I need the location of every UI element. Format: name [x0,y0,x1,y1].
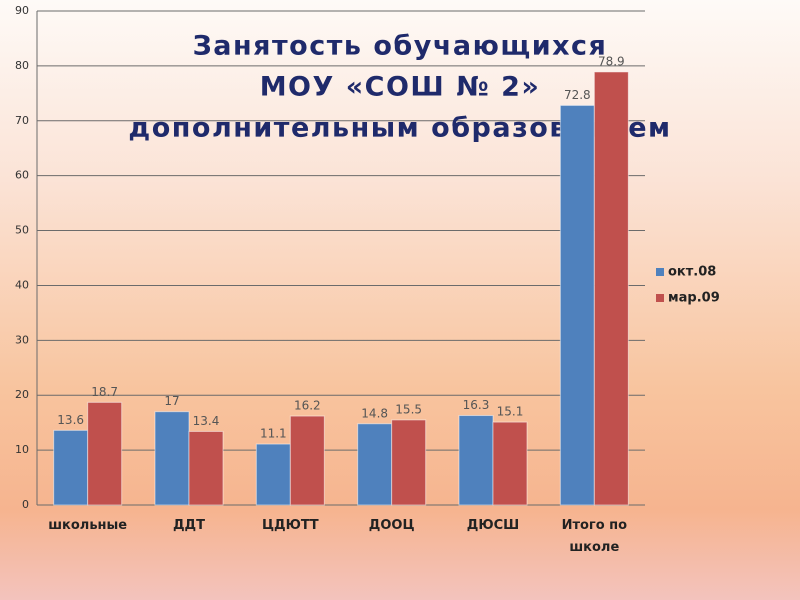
data-label: 16.2 [294,399,321,413]
bar [188,430,224,506]
bar [357,423,393,506]
legend-swatch [656,268,664,276]
chart-title: МОУ «СОШ № 2» [260,72,541,103]
x-tick-label: ДДТ [172,518,205,533]
y-tick-label: 80 [15,59,29,72]
bar [53,429,89,506]
x-tick-label: ДООЦ [368,518,415,533]
y-tick-label: 70 [15,114,29,127]
y-tick-label: 0 [22,498,29,511]
bar [559,104,595,506]
data-label: 17 [164,394,179,408]
y-tick-label: 50 [15,224,29,237]
data-label: 78.9 [598,54,625,68]
x-tick-label: школьные [48,518,128,533]
y-tick-label: 20 [15,388,29,401]
data-label: 13.6 [57,413,84,427]
data-label: 15.1 [497,405,524,419]
y-tick-label: 30 [15,333,29,346]
y-tick-label: 90 [15,4,29,17]
bar [492,421,528,506]
legend-label: мар.09 [668,291,720,306]
bar [289,415,325,506]
data-label: 13.4 [193,414,220,428]
data-label: 15.5 [395,402,422,416]
bar [154,411,190,506]
x-tick-label: Итого по школе [561,518,628,555]
y-tick-label: 60 [15,169,29,182]
bar [255,443,291,506]
legend-swatch [656,294,664,302]
data-label: 16.3 [463,398,490,412]
bar [87,401,123,506]
legend-label: окт.08 [668,265,716,280]
data-label: 11.1 [260,427,287,441]
x-tick-label: ЦДЮТТ [262,518,319,533]
x-tick-label: ДЮСШ [466,518,520,533]
bar [391,419,427,506]
data-label: 14.8 [361,406,388,420]
data-label: 72.8 [564,88,591,102]
bar [458,415,494,506]
bar [593,71,629,506]
y-tick-label: 10 [15,443,29,456]
chart-title: Занятость обучающихся [193,31,608,62]
y-tick-label: 40 [15,278,29,291]
data-label: 18.7 [91,385,118,399]
